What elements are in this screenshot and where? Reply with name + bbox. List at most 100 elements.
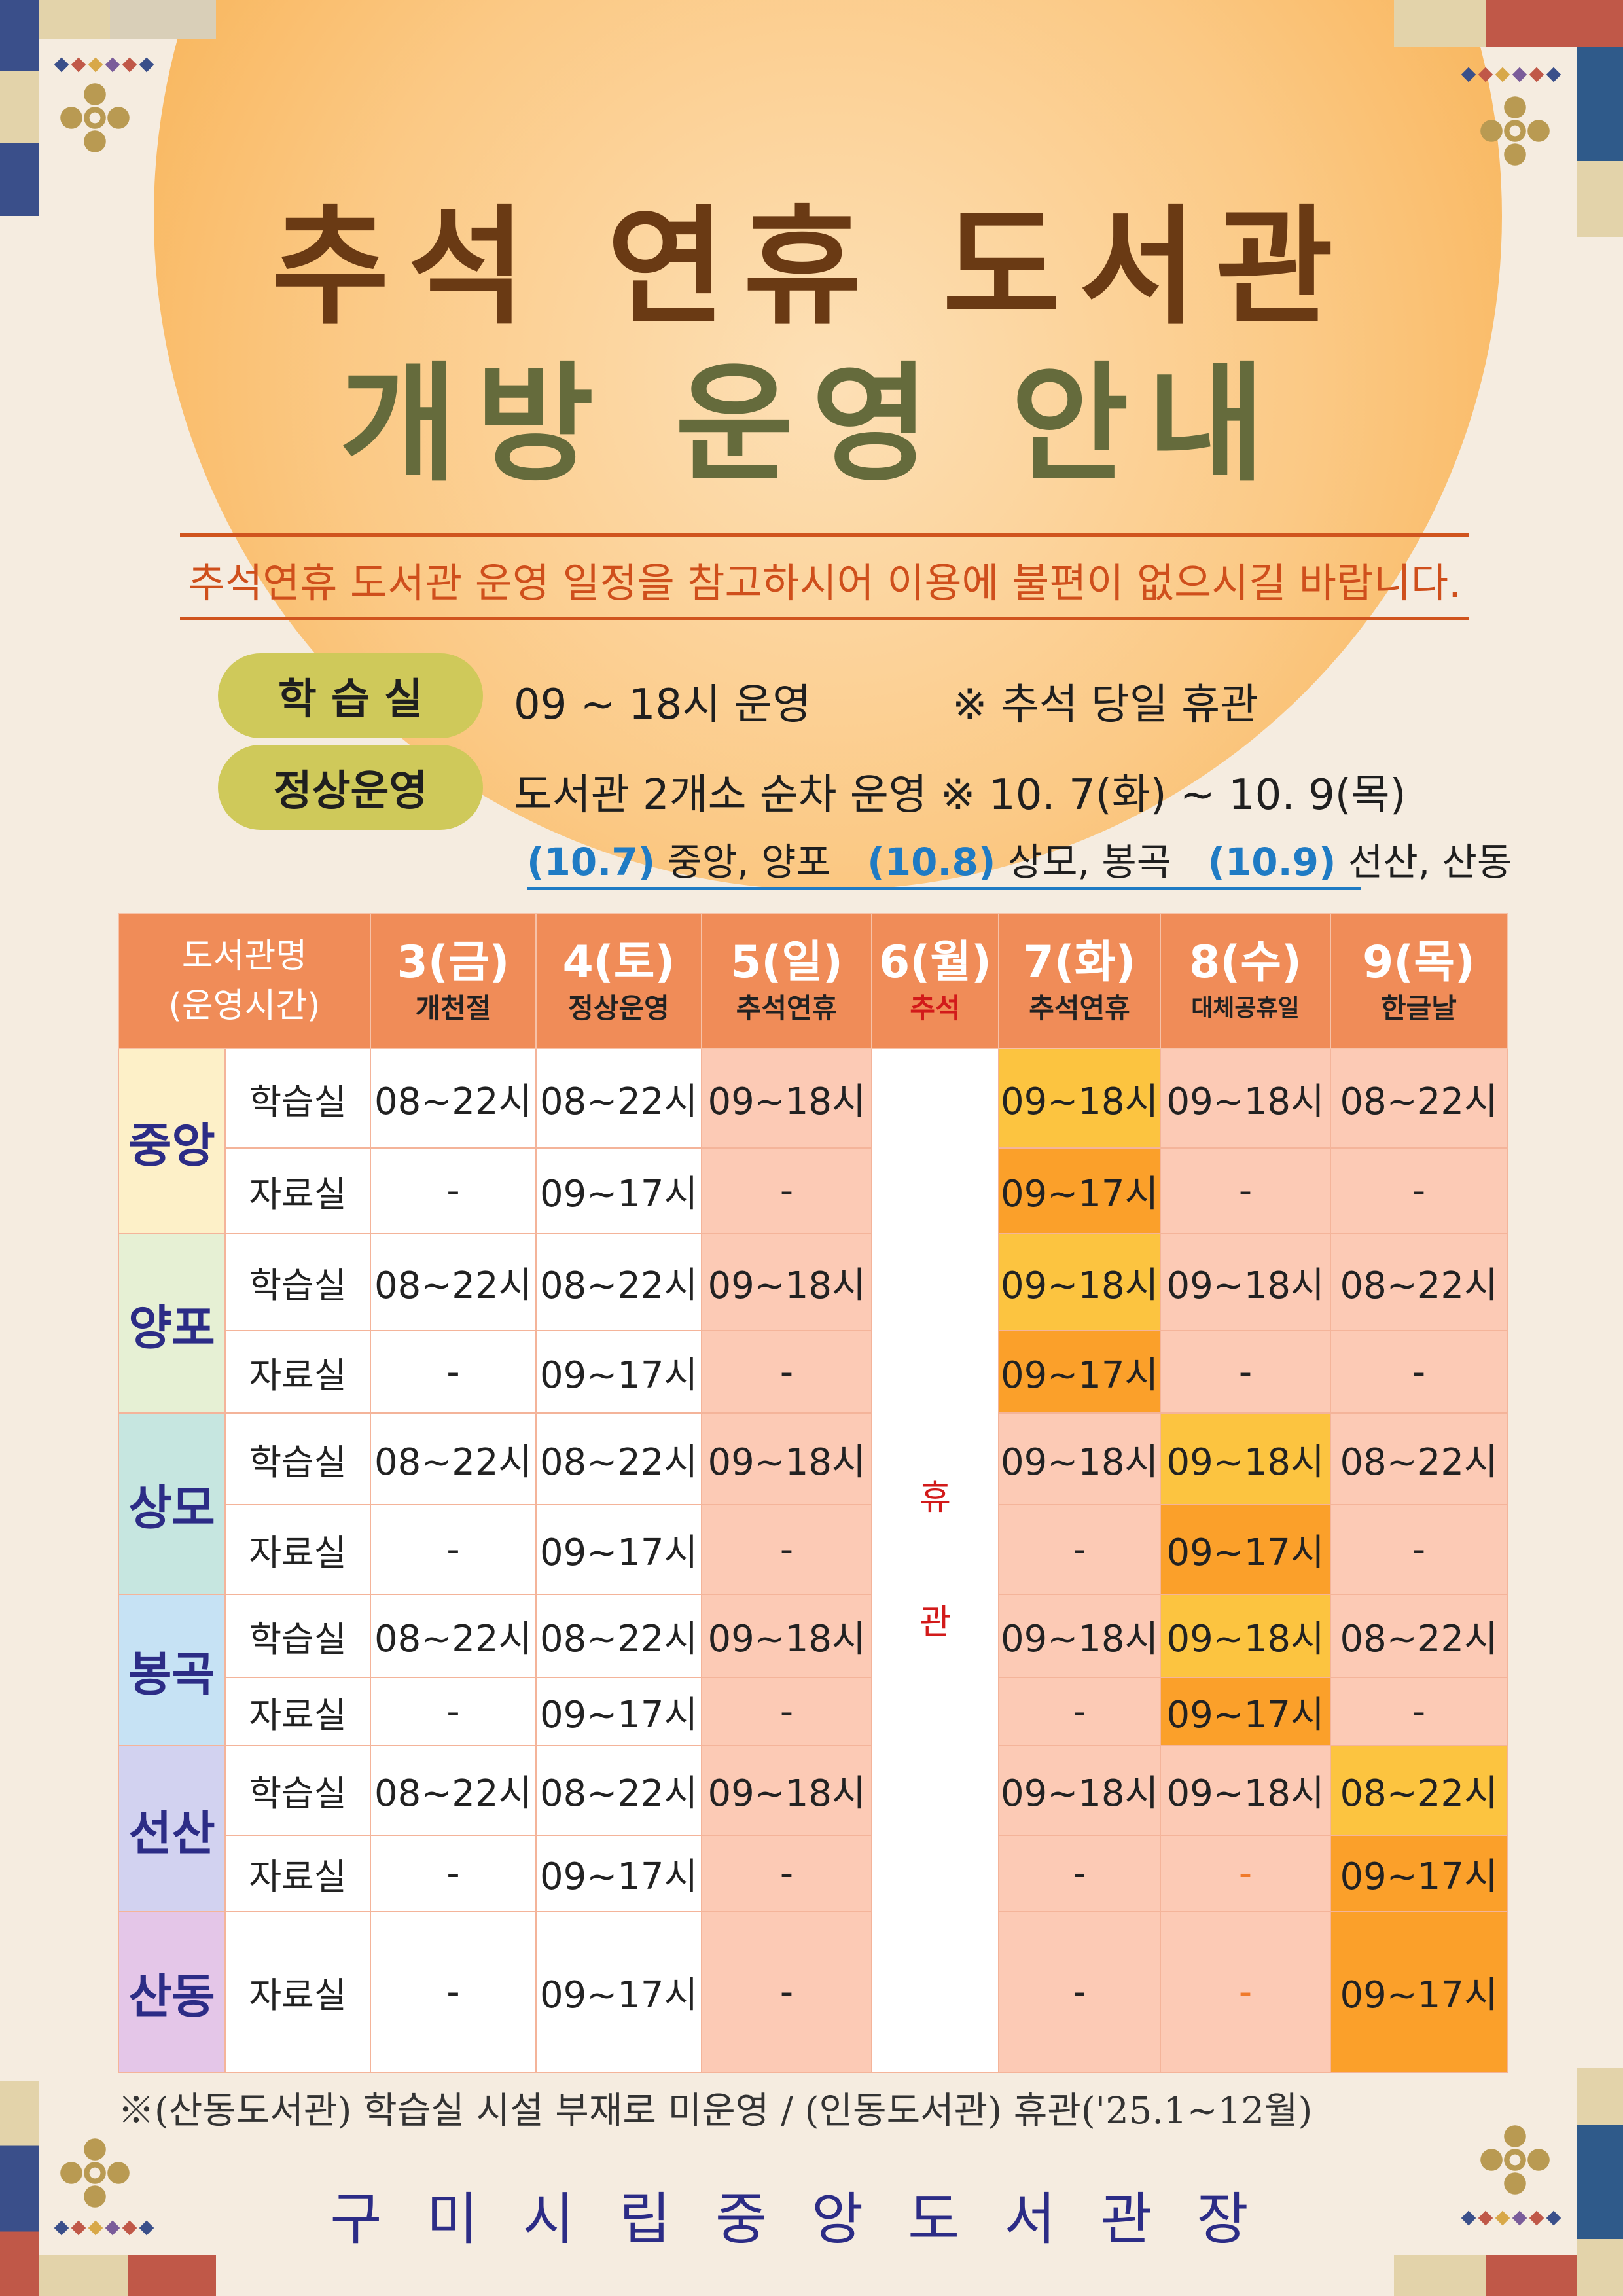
table-row: 자료실 - 09~17시 - 09~17시 - - [118,1147,1508,1234]
library-name: 봉곡 [118,1594,226,1746]
footnote: ※(산동도서관) 학습실 시설 부재로 미운영 / (인동도서관) 휴관('25… [118,2090,1313,2132]
normal-operation-label: 정상운영 [218,745,483,830]
hours-cell: - [1330,1147,1508,1234]
hours-cell: 09~18시 [1160,1745,1331,1836]
rotation-underline [527,887,1361,890]
rotation-schedule: (10.7) 중앙, 양포 (10.8) 상모, 봉곡 (10.9) 선산, 산… [527,831,1512,886]
hours-cell: 09~18시 [998,1745,1161,1836]
hours-cell: 09~18시 [1160,1412,1331,1505]
day-label: 4(토) [562,937,675,988]
day-sub: 추석 [910,992,961,1024]
hours-cell: - [1160,1911,1331,2073]
day-header: 4(토) 정상운영 [535,913,702,1049]
closed-column: 휴 관 [871,1048,999,2073]
hours-cell: 09~18시 [701,1048,872,1149]
day-header: 8(수) 대체공휴일 [1160,913,1331,1049]
hours-cell: 09~18시 [701,1745,872,1836]
hours-cell: 08~22시 [1330,1048,1508,1149]
room-name: 자료실 [224,1911,371,2073]
table-row: 양포 학습실 08~22시 08~22시 09~18시 09~18시 09~18… [118,1233,1508,1414]
hours-cell: - [370,1911,537,2073]
hours-cell: 09~17시 [1330,1835,1508,1912]
table-row: 산동 자료실 - 09~17시 - - - 09~17시 [118,1911,1508,2073]
hours-cell: - [998,1835,1161,1912]
day-label: 7(화) [1023,937,1136,988]
hours-cell: 09~17시 [998,1330,1161,1414]
library-name: 중앙 [118,1048,226,1234]
hours-cell: 09~17시 [535,1677,702,1746]
hours-cell: 09~17시 [1160,1677,1331,1746]
hours-cell: - [701,1330,872,1414]
hours-cell: - [370,1147,537,1234]
hours-cell: 09~18시 [1160,1233,1331,1331]
hours-cell: - [998,1911,1161,2073]
room-name: 학습실 [224,1233,371,1331]
rotation-date: (10.9) [1207,840,1336,884]
hours-cell: - [1160,1835,1331,1912]
hours-cell: 09~18시 [998,1233,1161,1331]
hours-cell: - [701,1504,872,1595]
diamond-row-icon [54,2220,154,2236]
diamond-row-icon [1461,2210,1561,2226]
day-header: 9(목) 한글날 [1330,913,1508,1049]
table-row: 상모 학습실 08~22시 08~22시 09~18시 09~18시 09~18… [118,1412,1508,1595]
normal-operation-text: 도서관 2개소 순차 운영 ※ 10. 7(화) ~ 10. 9(목) [514,771,1406,819]
hours-cell: 09~18시 [1160,1048,1331,1149]
deco-strip-tl2 [39,0,216,39]
hours-cell: 08~22시 [1330,1412,1508,1505]
day-sub: 추석연휴 [1029,992,1130,1024]
day-header: 6(월) 추석 [871,913,999,1049]
deco-strip-tl [0,0,39,216]
hours-cell: 09~17시 [535,1911,702,2073]
day-label: 8(수) [1188,937,1302,988]
header-row: 도서관명 (운영시간) 3(금) 개천절 4(토) 정상운영 5(일) 추석연휴 6(… [118,913,1508,1049]
hours-cell: - [998,1504,1161,1595]
divider-bottom [180,617,1469,620]
rotation-libs: 상모, 봉곡 [1007,840,1172,884]
day-label: 9(목) [1362,937,1476,988]
deco-strip-bl [0,2081,39,2296]
hours-cell: 09~17시 [535,1330,702,1414]
hours-cell: 09~17시 [535,1147,702,1234]
study-room-hours: 09 ~ 18시 운영 [514,681,812,729]
room-name: 자료실 [224,1677,371,1746]
hours-cell: 08~22시 [535,1594,702,1678]
ornament-icon [60,2138,130,2208]
hours-cell: - [370,1330,537,1414]
hours-cell: 08~22시 [1330,1233,1508,1331]
hours-cell: 08~22시 [370,1745,537,1836]
day-header: 7(화) 추석연휴 [998,913,1161,1049]
hours-cell: 08~22시 [370,1412,537,1505]
hours-cell: 08~22시 [535,1048,702,1149]
room-name: 자료실 [224,1504,371,1595]
study-room-label: 학 습 실 [218,653,483,738]
hours-cell: 09~17시 [535,1835,702,1912]
study-room-note: ※ 추석 당일 휴관 [952,681,1258,729]
hours-cell: - [701,1147,872,1234]
hours-cell: - [1330,1504,1508,1595]
hours-cell: - [370,1835,537,1912]
subtitle: 추석연휴 도서관 운영 일정을 참고하시어 이용에 불편이 없으시길 바랍니다. [188,559,1461,607]
library-name: 상모 [118,1412,226,1595]
room-name: 학습실 [224,1412,371,1505]
rotation-date: (10.8) [867,840,996,884]
room-name: 학습실 [224,1048,371,1149]
deco-strip-tr [1394,0,1623,47]
hours-cell: 08~22시 [370,1594,537,1678]
schedule-table: 도서관명 (운영시간) 3(금) 개천절 4(토) 정상운영 5(일) 추석연휴 6(… [118,913,1508,2073]
table-row: 자료실 - 09~17시 - - - 09~17시 [118,1835,1508,1912]
deco-strip-br [1577,2068,1623,2296]
diamond-row-icon [1461,67,1561,82]
hours-cell: 09~18시 [701,1594,872,1678]
day-label: 5(일) [730,937,844,988]
deco-strip-tr2 [1577,47,1623,237]
hours-cell: 09~17시 [1160,1504,1331,1595]
divider-top [180,533,1469,537]
hours-cell: - [998,1677,1161,1746]
hours-cell: - [1160,1147,1331,1234]
day-header: 5(일) 추석연휴 [701,913,872,1049]
hours-cell: 08~22시 [535,1233,702,1331]
table-row: 봉곡 학습실 08~22시 08~22시 09~18시 09~18시 09~18… [118,1594,1508,1746]
title-line-2: 개방 운영 안내 [339,350,1284,499]
